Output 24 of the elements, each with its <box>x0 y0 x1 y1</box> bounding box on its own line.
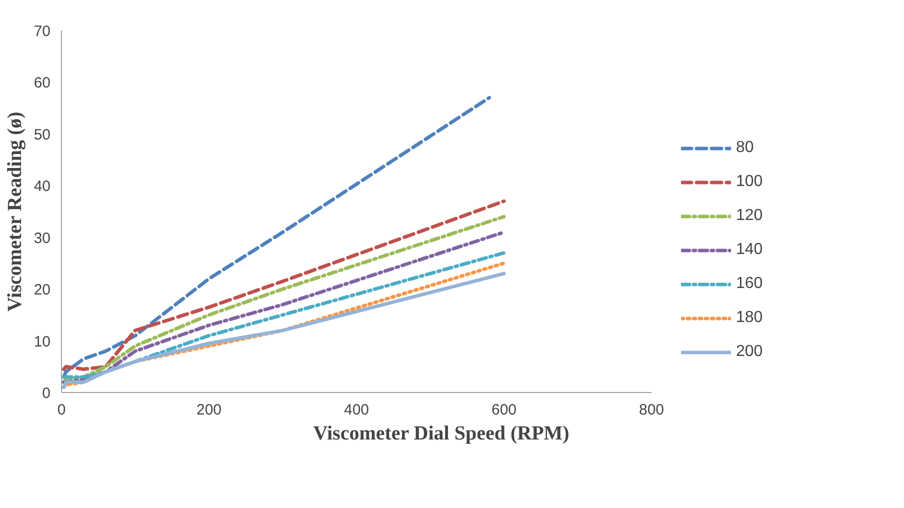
y-tick-label: 0 <box>42 385 50 402</box>
line-series <box>62 96 491 379</box>
y-tick-label: 60 <box>34 74 51 92</box>
y-tick-label: 20 <box>34 282 51 299</box>
legend-label: 100 <box>736 173 763 191</box>
legend-label: 200 <box>736 343 763 361</box>
x-tick-label: 200 <box>196 402 222 418</box>
y-tick-label: 40 <box>34 178 51 196</box>
x-tick-label: 400 <box>344 402 370 418</box>
y-tick-label: 30 <box>34 230 51 247</box>
line-series <box>62 199 506 371</box>
legend-label: 80 <box>736 139 755 157</box>
x-axis-title: Viscometer Dial Speed (RPM) <box>313 422 570 444</box>
x-tick-label: 800 <box>638 402 664 418</box>
legend-label: 160 <box>736 275 763 293</box>
y-tick-label: 10 <box>34 333 51 350</box>
legend-label: 180 <box>736 309 763 327</box>
legend-label: 120 <box>736 207 763 225</box>
x-tick-label: 600 <box>491 402 517 418</box>
legend-label: 140 <box>736 241 763 259</box>
y-tick-label: 70 <box>34 23 51 40</box>
x-tick-label: 0 <box>57 402 66 418</box>
y-axis-title: Viscometer Reading (ø) <box>4 112 26 312</box>
y-tick-label: 50 <box>34 126 51 144</box>
